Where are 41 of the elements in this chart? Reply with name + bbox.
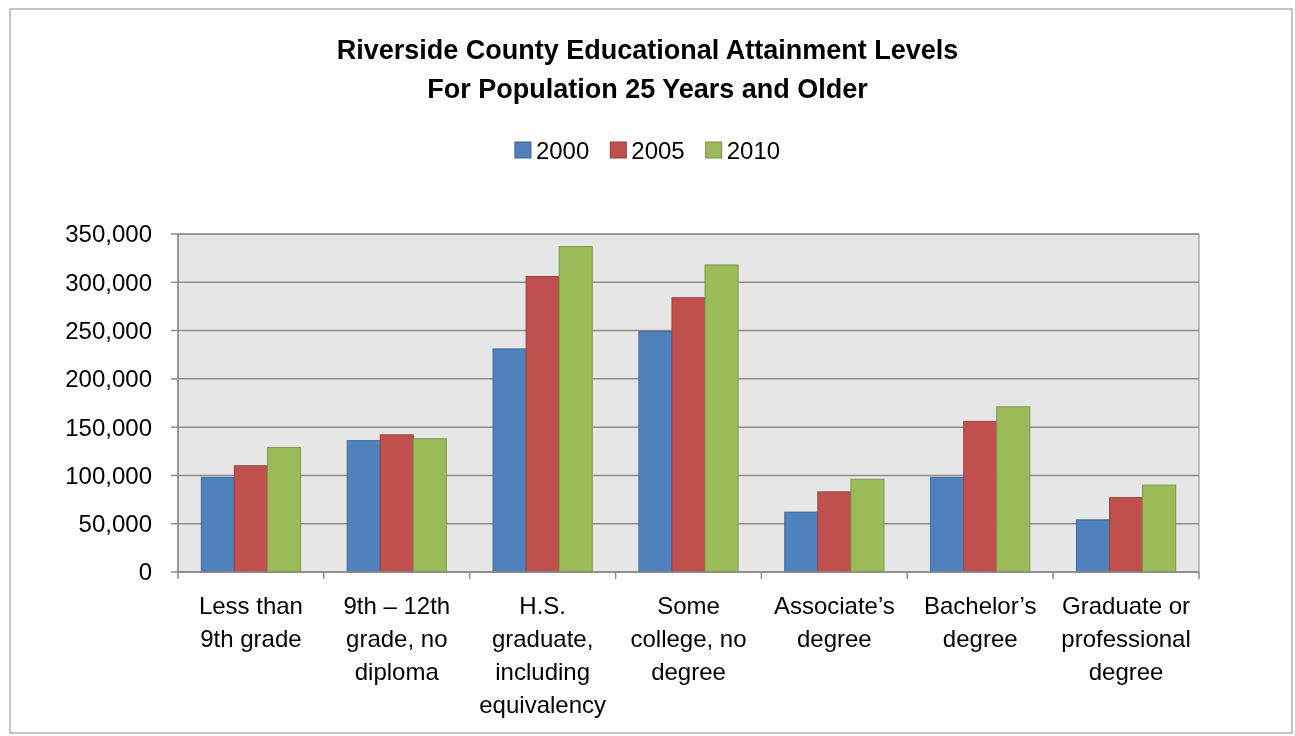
y-tick-label: 100,000 <box>65 461 152 489</box>
x-tick-label: Bachelor’s degree <box>923 592 1037 652</box>
legend-label: 2005 <box>631 137 685 164</box>
bar <box>379 434 414 573</box>
y-tick-label: 0 <box>138 558 152 586</box>
bar <box>963 420 998 573</box>
y-tick-label: 200,000 <box>65 365 152 393</box>
x-tick-label: Less than 9th grade <box>198 592 303 652</box>
bar <box>784 511 819 573</box>
x-tick-label: Some college, no degree <box>630 592 747 685</box>
bar <box>996 406 1031 573</box>
bar <box>671 297 706 573</box>
x-tick-label: Graduate or professional degree <box>1061 592 1191 685</box>
y-tick-label: 50,000 <box>78 510 152 538</box>
x-tick-label: 9th – 12th grade, no diploma <box>343 592 451 685</box>
bar <box>200 476 235 573</box>
bar <box>233 465 268 573</box>
bar <box>1109 497 1144 573</box>
legend-label: 2000 <box>535 137 590 164</box>
bar <box>525 275 560 573</box>
chart-title: Riverside County Educational Attainment Levels <box>336 35 959 65</box>
bar <box>1142 484 1177 573</box>
bar <box>346 440 381 573</box>
bar <box>492 348 527 573</box>
bar <box>850 478 885 573</box>
x-tick-label: H.S. graduate, including equivalency <box>479 592 607 718</box>
bar <box>817 491 852 573</box>
bar <box>412 438 447 573</box>
bar <box>266 446 302 573</box>
bar <box>704 264 739 573</box>
y-tick-label: 300,000 <box>65 268 152 296</box>
bar <box>930 476 965 573</box>
y-tick-label: 150,000 <box>65 413 152 441</box>
y-tick-label: 250,000 <box>65 316 152 344</box>
legend-label: 2010 <box>726 137 781 164</box>
bar <box>558 246 593 573</box>
chart-subtitle: For Population 25 Years and Older <box>427 74 869 104</box>
bar <box>1075 519 1111 573</box>
y-tick-label: 350,000 <box>65 220 152 248</box>
bar <box>638 331 673 573</box>
x-tick-label: Associate’s degree <box>773 592 895 652</box>
